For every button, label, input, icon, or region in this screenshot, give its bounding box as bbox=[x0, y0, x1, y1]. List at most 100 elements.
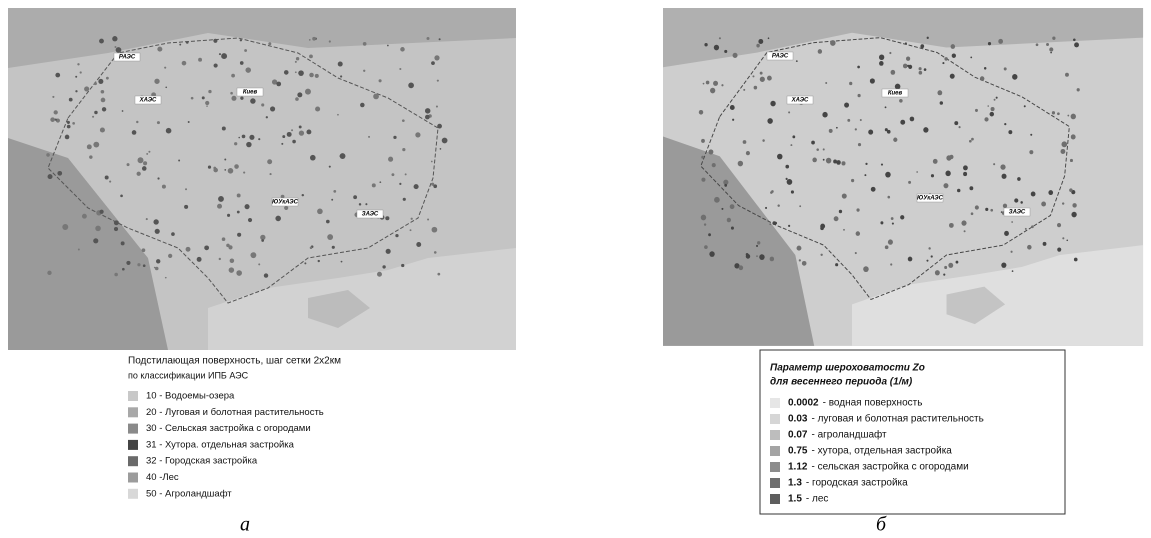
texture bbox=[268, 42, 271, 45]
texture bbox=[67, 121, 70, 124]
texture bbox=[907, 65, 909, 67]
legend-item: 10 - Водоемы-озера bbox=[146, 391, 235, 402]
texture bbox=[121, 241, 125, 245]
legend-item: 20 - Луговая и болотная растительность bbox=[146, 407, 324, 418]
texture bbox=[94, 111, 97, 114]
texture bbox=[98, 79, 103, 84]
legend-label: - городская застройка bbox=[806, 478, 908, 489]
texture bbox=[258, 138, 260, 140]
texture bbox=[297, 92, 302, 97]
texture bbox=[788, 225, 790, 227]
texture bbox=[714, 45, 719, 51]
texture bbox=[341, 261, 343, 263]
texture bbox=[839, 210, 842, 213]
texture bbox=[222, 237, 226, 241]
texture bbox=[996, 97, 998, 99]
texture bbox=[893, 138, 897, 142]
legend-value: 0.03 bbox=[788, 414, 808, 425]
texture bbox=[379, 79, 382, 82]
texture bbox=[269, 173, 271, 175]
texture bbox=[1071, 114, 1076, 120]
texture bbox=[309, 39, 311, 41]
texture bbox=[148, 151, 150, 153]
texture bbox=[120, 195, 123, 198]
texture bbox=[928, 247, 930, 250]
texture bbox=[799, 205, 801, 207]
texture bbox=[860, 119, 862, 121]
texture bbox=[940, 101, 943, 105]
texture bbox=[295, 97, 299, 101]
texture bbox=[1011, 221, 1013, 223]
texture bbox=[236, 270, 242, 276]
texture bbox=[887, 130, 891, 134]
texture bbox=[1041, 202, 1046, 207]
texture bbox=[1027, 245, 1031, 250]
texture bbox=[727, 218, 731, 222]
texture bbox=[234, 142, 237, 145]
texture bbox=[245, 204, 250, 209]
texture bbox=[67, 125, 71, 129]
texture bbox=[770, 101, 775, 107]
texture bbox=[65, 135, 70, 140]
texture bbox=[143, 264, 146, 267]
texture bbox=[706, 81, 710, 85]
texture bbox=[1061, 149, 1066, 154]
legend-value: 0.07 bbox=[788, 430, 808, 441]
texture bbox=[165, 86, 167, 88]
texture bbox=[240, 96, 243, 99]
texture bbox=[431, 61, 435, 65]
legend-swatch bbox=[128, 489, 138, 499]
texture bbox=[1043, 242, 1047, 246]
texture bbox=[114, 46, 116, 48]
texture bbox=[213, 167, 216, 170]
texture bbox=[282, 135, 285, 138]
texture bbox=[100, 127, 105, 132]
map-label: РАЭС bbox=[772, 54, 789, 60]
texture bbox=[185, 188, 187, 190]
texture bbox=[427, 218, 429, 220]
texture bbox=[944, 266, 947, 269]
texture bbox=[157, 121, 160, 124]
texture bbox=[50, 117, 55, 122]
map-label: ЮУкАЭС bbox=[917, 196, 944, 202]
texture bbox=[834, 216, 839, 221]
texture bbox=[99, 39, 104, 44]
texture bbox=[373, 94, 379, 100]
texture bbox=[762, 139, 764, 142]
texture bbox=[994, 99, 996, 101]
texture bbox=[856, 208, 859, 211]
texture bbox=[157, 47, 162, 52]
texture bbox=[48, 174, 53, 179]
legend-swatch bbox=[128, 407, 138, 417]
map-label: РАЭС bbox=[119, 55, 136, 61]
texture bbox=[363, 42, 367, 46]
texture bbox=[733, 53, 738, 58]
texture bbox=[114, 227, 118, 231]
texture bbox=[971, 138, 974, 141]
texture bbox=[295, 71, 297, 73]
texture bbox=[768, 37, 770, 39]
texture bbox=[820, 254, 822, 256]
texture bbox=[949, 223, 954, 228]
texture bbox=[920, 44, 924, 48]
texture bbox=[432, 227, 438, 233]
texture bbox=[885, 172, 891, 178]
texture bbox=[1012, 270, 1014, 272]
texture bbox=[327, 234, 333, 240]
texture bbox=[393, 136, 396, 139]
texture bbox=[276, 82, 281, 87]
texture bbox=[122, 110, 124, 112]
texture bbox=[1070, 159, 1073, 162]
texture bbox=[168, 254, 172, 258]
texture bbox=[709, 251, 714, 257]
texture bbox=[137, 172, 141, 176]
texture bbox=[792, 135, 795, 138]
texture bbox=[1057, 112, 1060, 115]
texture bbox=[975, 205, 979, 209]
texture bbox=[231, 74, 235, 78]
texture bbox=[937, 90, 942, 95]
texture bbox=[1074, 258, 1078, 262]
texture bbox=[790, 144, 792, 146]
legend-value: 1.5 bbox=[788, 494, 802, 505]
texture bbox=[1029, 150, 1033, 154]
